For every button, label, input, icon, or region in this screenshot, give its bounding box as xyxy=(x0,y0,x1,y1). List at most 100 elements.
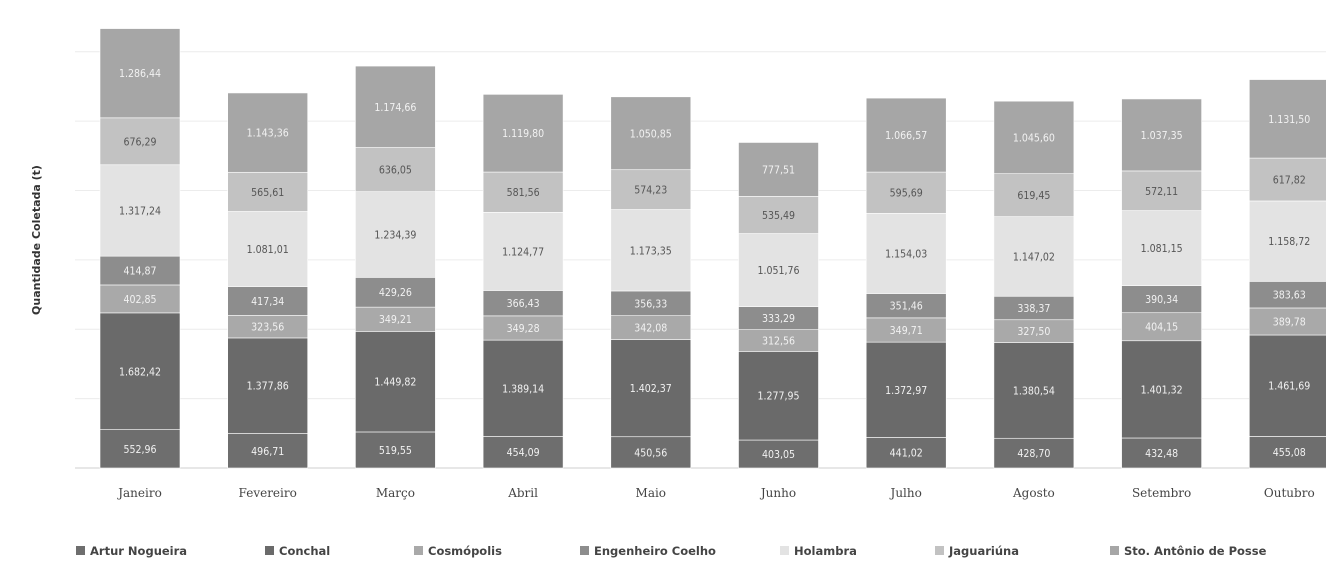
data-label: 1.372,97 xyxy=(885,385,927,397)
data-label: 455,08 xyxy=(1273,447,1306,459)
legend-item: Conchal xyxy=(265,544,330,558)
bar-segment xyxy=(482,94,564,173)
data-label: 1.124,77 xyxy=(502,246,544,258)
data-label: 1.234,39 xyxy=(374,230,416,242)
data-label: 389,78 xyxy=(1273,316,1306,328)
bar-segment xyxy=(1121,437,1202,469)
legend-label: Conchal xyxy=(279,544,330,558)
bar-segment xyxy=(1121,312,1202,342)
legend-label: Artur Nogueira xyxy=(90,544,187,558)
data-label: 349,28 xyxy=(507,323,540,335)
data-label: 1.119,80 xyxy=(502,128,544,140)
bar-segment xyxy=(738,351,819,441)
bar-segment xyxy=(482,339,564,437)
legend-label: Sto. Antônio de Posse xyxy=(1124,544,1267,558)
legend-item: Sto. Antônio de Posse xyxy=(1110,544,1267,558)
data-label: 1.050,85 xyxy=(630,128,672,140)
bar-segment xyxy=(355,65,436,148)
data-label: 1.402,37 xyxy=(630,383,672,395)
bar-segment xyxy=(1121,285,1202,314)
data-label: 1.131,50 xyxy=(1268,114,1310,126)
data-label: 1.461,69 xyxy=(1268,381,1310,393)
data-label: 1.066,57 xyxy=(885,130,927,142)
data-label: 1.173,35 xyxy=(630,245,672,257)
bar-segment xyxy=(865,341,947,438)
category-labels: Janeiro Fevereiro Março Abril Maio Junho Julho… xyxy=(116,486,1314,500)
data-label: 1.154,03 xyxy=(885,248,927,260)
data-label: 404,15 xyxy=(1145,322,1178,334)
data-label: 351,46 xyxy=(890,301,923,313)
bar-segment xyxy=(1249,79,1326,159)
category-label: Setembro xyxy=(1132,486,1191,500)
legend-item: Artur Nogueira xyxy=(76,544,187,558)
bar-segment xyxy=(610,96,692,171)
data-label: 402,85 xyxy=(123,294,156,306)
data-label: 441,02 xyxy=(890,448,923,460)
bar-segment xyxy=(610,436,692,469)
category-label: Outubro xyxy=(1264,486,1315,500)
bar-segment xyxy=(738,142,819,197)
data-label: 429,26 xyxy=(379,287,412,299)
data-label: 1.317,24 xyxy=(119,205,161,217)
category-label: Janeiro xyxy=(116,486,162,500)
data-label: 1.158,72 xyxy=(1268,236,1310,248)
legend-swatch xyxy=(265,546,274,555)
bar-segment xyxy=(993,437,1075,469)
bar-segment xyxy=(1121,98,1202,172)
bar-segment xyxy=(355,277,436,308)
data-label: 366,43 xyxy=(507,298,540,310)
data-label: 1.045,60 xyxy=(1013,132,1055,144)
data-label: 417,34 xyxy=(251,296,284,308)
data-label: 349,21 xyxy=(379,314,412,326)
bar-segment xyxy=(482,436,564,469)
category-label: Junho xyxy=(759,486,796,500)
category-label: Fevereiro xyxy=(239,486,297,500)
data-label: 574,23 xyxy=(634,185,667,197)
bar-segment xyxy=(1249,200,1326,282)
data-label: 619,45 xyxy=(1017,190,1050,202)
legend-swatch xyxy=(935,546,944,555)
bar-segment xyxy=(227,92,308,173)
data-label: 617,82 xyxy=(1273,175,1306,187)
data-label: 338,37 xyxy=(1017,303,1050,315)
category-label: Julho xyxy=(889,486,922,500)
legend-swatch xyxy=(580,546,589,555)
legend-swatch xyxy=(414,546,423,555)
bar-segment xyxy=(1249,307,1326,336)
bar-segment xyxy=(227,171,308,212)
bar-segment xyxy=(99,312,181,430)
bar-segment xyxy=(227,433,308,469)
data-label: 383,63 xyxy=(1273,290,1306,302)
bar-segment xyxy=(610,339,692,438)
y-axis-label: Quantidade Coletada (t) xyxy=(30,165,43,315)
data-label: 1.380,54 xyxy=(1013,385,1055,397)
data-label: 1.449,82 xyxy=(374,377,416,389)
data-label: 349,71 xyxy=(890,325,923,337)
legend-label: Engenheiro Coelho xyxy=(594,544,716,558)
data-label: 676,29 xyxy=(123,136,156,148)
bar-segment xyxy=(865,171,947,214)
data-label: 1.081,15 xyxy=(1141,243,1183,255)
bar-segment xyxy=(865,293,947,319)
bar-segment xyxy=(738,439,819,469)
legend-label: Jaguariúna xyxy=(948,544,1019,558)
data-label: 1.174,66 xyxy=(374,102,416,114)
bar-segment xyxy=(99,164,181,257)
bar-segment xyxy=(993,216,1075,297)
data-label: 428,70 xyxy=(1017,448,1050,460)
data-label: 595,69 xyxy=(890,188,923,200)
data-label: 519,55 xyxy=(379,445,412,457)
data-label: 1.037,35 xyxy=(1141,130,1183,142)
data-label: 432,48 xyxy=(1145,448,1178,460)
legend-swatch xyxy=(780,546,789,555)
data-label: 1.682,42 xyxy=(119,366,161,378)
data-label: 1.051,76 xyxy=(757,265,799,277)
legend-item: Cosmópolis xyxy=(414,544,502,558)
data-label: 390,34 xyxy=(1145,294,1178,306)
data-label: 1.081,01 xyxy=(247,244,289,256)
category-label: Abril xyxy=(507,486,538,500)
bar-segment xyxy=(1249,436,1326,469)
data-label: 636,05 xyxy=(379,165,412,177)
bar-segment xyxy=(610,169,692,210)
bar-segment xyxy=(482,315,564,341)
